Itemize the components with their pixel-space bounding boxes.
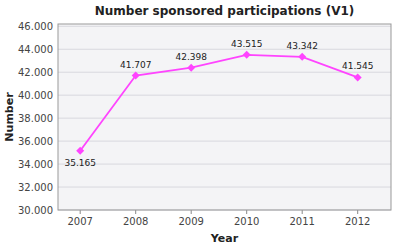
y-tick-label: 38.000 xyxy=(18,113,53,124)
marker xyxy=(187,64,195,72)
data-label: 43.515 xyxy=(231,39,263,49)
y-tick-label: 32.000 xyxy=(18,182,53,193)
plot-frame xyxy=(58,24,391,210)
chart: 30.000 32.000 34.000 36.000 38.000 40.000 42.0… xyxy=(0,0,405,248)
marker xyxy=(132,72,140,80)
y-tick-label: 46.000 xyxy=(18,21,53,32)
grid-line xyxy=(58,26,391,27)
grid-line xyxy=(58,187,391,188)
plot-area xyxy=(58,24,391,210)
marker xyxy=(354,73,362,81)
y-tick-label: 44.000 xyxy=(18,44,53,55)
series xyxy=(76,51,362,155)
grid-line xyxy=(58,49,391,50)
x-tick-label: 2010 xyxy=(234,216,259,227)
data-label: 35.165 xyxy=(64,158,96,168)
x-axis-label: Year xyxy=(210,232,239,245)
x-tick xyxy=(135,210,136,214)
x-tick xyxy=(246,210,247,214)
marker xyxy=(243,51,251,59)
grid-line xyxy=(58,164,391,165)
y-tick-label: 30.000 xyxy=(18,205,53,216)
x-tick-label: 2012 xyxy=(345,216,370,227)
marker xyxy=(76,147,84,155)
data-label: 41.707 xyxy=(120,60,152,70)
y-tick-label: 34.000 xyxy=(18,159,53,170)
title: Number sponsored participations (V1) xyxy=(95,4,355,18)
x-tick xyxy=(357,210,358,214)
marker xyxy=(298,53,306,61)
y-tick-label: 40.000 xyxy=(18,90,53,101)
x-tick-label: 2011 xyxy=(289,216,314,227)
x-tick xyxy=(302,210,303,214)
x-tick-label: 2008 xyxy=(123,216,148,227)
x-tick-label: 2007 xyxy=(67,216,92,227)
data-label: 43.342 xyxy=(286,41,318,51)
grid-line xyxy=(58,95,391,96)
grid-line xyxy=(58,141,391,142)
y-axis-label: Number xyxy=(3,92,16,142)
x-tick xyxy=(80,210,81,214)
x-tick-label: 2009 xyxy=(178,216,203,227)
line xyxy=(80,55,358,151)
y-tick-label: 36.000 xyxy=(18,136,53,147)
data-label: 41.545 xyxy=(342,61,374,71)
data-label: 42.398 xyxy=(175,52,207,62)
x-tick xyxy=(191,210,192,214)
grid-line xyxy=(58,118,391,119)
y-tick-label: 42.000 xyxy=(18,67,53,78)
